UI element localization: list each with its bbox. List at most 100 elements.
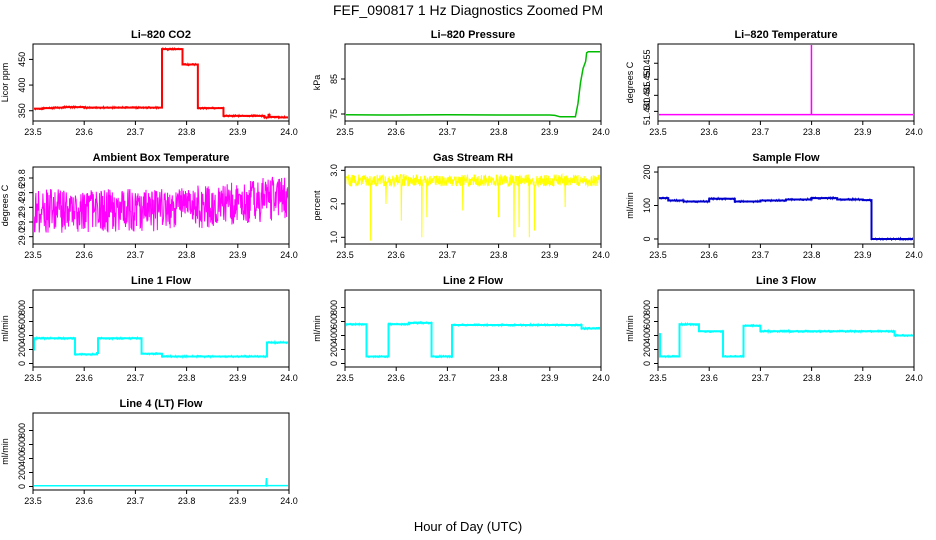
series-noise [659, 195, 913, 242]
x-tick-label: 23.6 [387, 127, 405, 137]
panel-title: Sample Flow [752, 152, 820, 164]
y-axis-label: percent [312, 190, 322, 221]
x-tick-label: 23.7 [439, 373, 457, 383]
plot-frame [32, 289, 290, 368]
y-tick-label: 29.2 [17, 213, 27, 231]
panel-4: Ambient Box Temperature degrees C 23.5 23.6… [0, 152, 298, 260]
plot-frame [32, 166, 290, 245]
y-axis-label: kPa [312, 75, 322, 91]
x-tick-label: 23.9 [229, 250, 247, 260]
y-tick-label: 51.440 [642, 98, 652, 126]
x-tick-label: 23.9 [854, 250, 872, 260]
x-tick-label: 23.5 [336, 250, 354, 260]
series-line [659, 197, 913, 240]
x-tick-label: 23.6 [387, 373, 405, 383]
figure-title: FEF_090817 1 Hz Diagnostics Zoomed PM [333, 2, 603, 18]
y-tick-label: 75 [329, 109, 339, 119]
y-tick-label: 200 [329, 342, 339, 357]
x-tick-label: 23.8 [178, 127, 196, 137]
panel-2: Li–820 Pressure kPa 23.5 23.6 23.7 23.8 23.9 24… [312, 29, 610, 137]
y-axis-label: ml/min [0, 315, 10, 342]
x-tick-label: 23.5 [649, 250, 667, 260]
x-tick-label: 23.9 [541, 127, 559, 137]
x-tick-label: 23.8 [178, 250, 196, 260]
x-tick-label: 23.5 [24, 373, 42, 383]
x-tick-label: 24.0 [592, 373, 610, 383]
plot-frame [32, 43, 290, 122]
panel-6: Sample Flow ml/min 23.5 23.6 23.7 23.8 23.9 24.… [625, 152, 923, 260]
y-tick-label: 29.8 [17, 169, 27, 187]
x-tick-label: 23.8 [803, 127, 821, 137]
x-tick-label: 24.0 [280, 127, 298, 137]
x-tick-label: 24.0 [905, 127, 923, 137]
panel-8: Line 2 Flow ml/min 23.5 23.6 23.7 23.8 23.9 24.… [312, 275, 610, 383]
y-tick-label: 51.445 [642, 82, 652, 110]
x-tick-label: 23.8 [490, 250, 508, 260]
y-tick-label: 200 [642, 342, 652, 357]
x-tick-label: 23.7 [439, 127, 457, 137]
panel-10: Line 4 (LT) Flow ml/min 23.5 23.6 23.7 23.8 23… [0, 398, 298, 506]
y-tick-label: 51.450 [642, 66, 652, 94]
y-tick-label: 800 [17, 300, 27, 315]
x-tick-label: 23.7 [752, 250, 770, 260]
y-tick-label: 350 [17, 103, 27, 118]
y-axis-label: ml/min [625, 315, 635, 342]
panel-title: Line 3 Flow [756, 275, 816, 287]
y-tick-label: 29.0 [17, 228, 27, 246]
y-tick-label: 0 [642, 361, 652, 366]
y-tick-label: 800 [642, 300, 652, 315]
x-tick-label: 23.9 [229, 496, 247, 506]
panel-title: Line 4 (LT) Flow [120, 398, 203, 410]
series-noise [659, 321, 913, 359]
x-tick-label: 23.6 [75, 250, 93, 260]
x-tick-label: 23.8 [490, 373, 508, 383]
y-tick-label: 600 [17, 314, 27, 329]
x-tick-label: 23.6 [75, 373, 93, 383]
x-tick-label: 24.0 [280, 250, 298, 260]
x-tick-label: 23.8 [178, 373, 196, 383]
series-noise [34, 335, 288, 359]
plot-frame [344, 166, 602, 245]
figure-xlabel: Hour of Day (UTC) [414, 519, 522, 534]
y-tick-label: 2.0 [329, 198, 339, 211]
series-line [34, 478, 288, 488]
y-tick-label: 400 [17, 451, 27, 466]
y-tick-label: 400 [329, 328, 339, 343]
x-tick-label: 23.7 [127, 250, 145, 260]
x-tick-label: 23.6 [700, 373, 718, 383]
y-tick-label: 800 [329, 300, 339, 315]
y-tick-label: 29.6 [17, 184, 27, 202]
y-axis-label: degrees C [625, 61, 635, 103]
panel-5: Gas Stream RH percent 23.5 23.6 23.7 23.8 23.9… [312, 152, 610, 260]
x-tick-label: 23.8 [490, 127, 508, 137]
panels: Li–820 CO2 Licor ppm 23.5 23.6 23.7 23.8 23.9 2… [0, 29, 923, 506]
panel-title: Li–820 Temperature [734, 29, 837, 41]
panel-9: Line 3 Flow ml/min 23.5 23.6 23.7 23.8 23.9 24.… [625, 275, 923, 383]
x-tick-label: 23.8 [178, 496, 196, 506]
y-axis-label: degrees C [0, 184, 10, 226]
x-tick-label: 23.6 [387, 250, 405, 260]
x-tick-label: 24.0 [905, 250, 923, 260]
x-tick-label: 23.7 [439, 250, 457, 260]
x-tick-label: 23.6 [75, 127, 93, 137]
panel-1: Li–820 CO2 Licor ppm 23.5 23.6 23.7 23.8 23.9 2… [0, 29, 298, 137]
y-tick-label: 200 [642, 165, 652, 180]
y-tick-label: 3.0 [329, 164, 339, 177]
series-line [659, 45, 913, 116]
y-tick-label: 200 [17, 465, 27, 480]
y-tick-label: 1.0 [329, 231, 339, 244]
x-tick-label: 24.0 [280, 373, 298, 383]
y-tick-label: 29.4 [17, 199, 27, 217]
y-tick-label: 400 [17, 328, 27, 343]
panel-title: Ambient Box Temperature [93, 152, 230, 164]
x-tick-label: 23.6 [700, 127, 718, 137]
series-line [659, 323, 913, 358]
panel-title: Line 1 Flow [131, 275, 191, 287]
y-tick-label: 600 [329, 314, 339, 329]
x-tick-label: 23.5 [24, 496, 42, 506]
plot-frame [657, 43, 915, 122]
y-tick-label: 400 [17, 78, 27, 93]
series-noise [34, 46, 288, 120]
y-tick-label: 51.455 [642, 49, 652, 77]
panel-title: Gas Stream RH [433, 152, 513, 164]
